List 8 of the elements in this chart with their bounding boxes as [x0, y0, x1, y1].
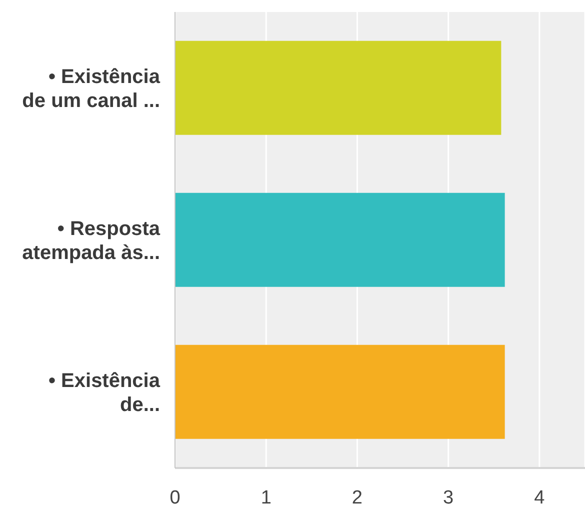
x-tick-label: 3 [443, 487, 454, 508]
y-tick-label: • Existência de um canal ... [22, 66, 161, 112]
x-tick-label: 2 [352, 487, 363, 508]
x-tick-label: 1 [260, 487, 272, 508]
y-tick-label: • Existência de... [48, 370, 161, 416]
x-tick-label: 0 [170, 487, 180, 508]
x-tick-label: 4 [534, 487, 546, 508]
y-tick-label: • Resposta atempada às... [22, 218, 161, 264]
